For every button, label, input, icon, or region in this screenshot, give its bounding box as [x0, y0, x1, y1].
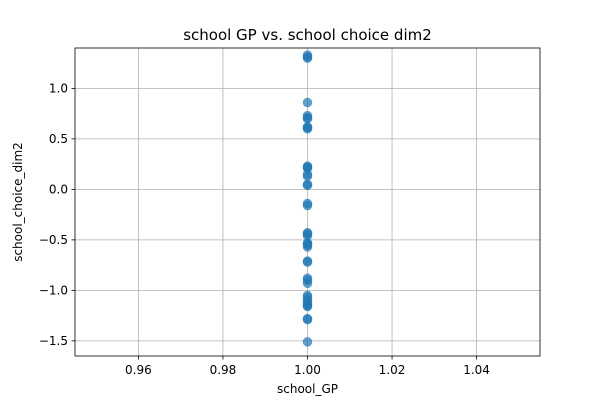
data-point	[302, 200, 313, 211]
x-axis-ticks: 0.96 0.98 1.00 1.02 1.04	[125, 356, 490, 377]
data-point	[302, 171, 313, 181]
chart-title: school GP vs. school choice dim2	[183, 26, 432, 44]
x-tick-label: 0.98	[210, 363, 237, 377]
data-point	[302, 278, 313, 289]
y-tick-label: 1.0	[49, 81, 68, 95]
data-point	[302, 113, 313, 124]
y-tick-label: 0.5	[49, 132, 68, 146]
x-axis-label: school_GP	[277, 382, 338, 396]
data-point	[302, 180, 313, 191]
data-point	[302, 53, 313, 63]
y-axis-ticks: −1.5 −1.0 −0.5 0.0 0.5 1.0	[39, 81, 75, 348]
data-points	[302, 50, 313, 347]
y-tick-label: −0.5	[39, 233, 68, 247]
data-point	[302, 124, 313, 134]
data-point	[302, 97, 313, 108]
y-axis-label: school_choice_dim2	[11, 142, 25, 262]
y-tick-label: 0.0	[49, 182, 68, 196]
x-tick-label: 1.00	[294, 363, 321, 377]
x-tick-label: 1.02	[379, 363, 406, 377]
y-tick-label: −1.0	[39, 283, 68, 297]
data-point	[302, 162, 313, 172]
x-tick-label: 0.96	[125, 363, 152, 377]
data-point	[302, 257, 313, 267]
y-tick-label: −1.5	[39, 334, 68, 348]
data-point	[302, 239, 313, 249]
data-point	[302, 337, 313, 347]
data-point	[302, 314, 313, 325]
data-point	[302, 301, 313, 312]
x-tick-label: 1.04	[463, 363, 490, 377]
